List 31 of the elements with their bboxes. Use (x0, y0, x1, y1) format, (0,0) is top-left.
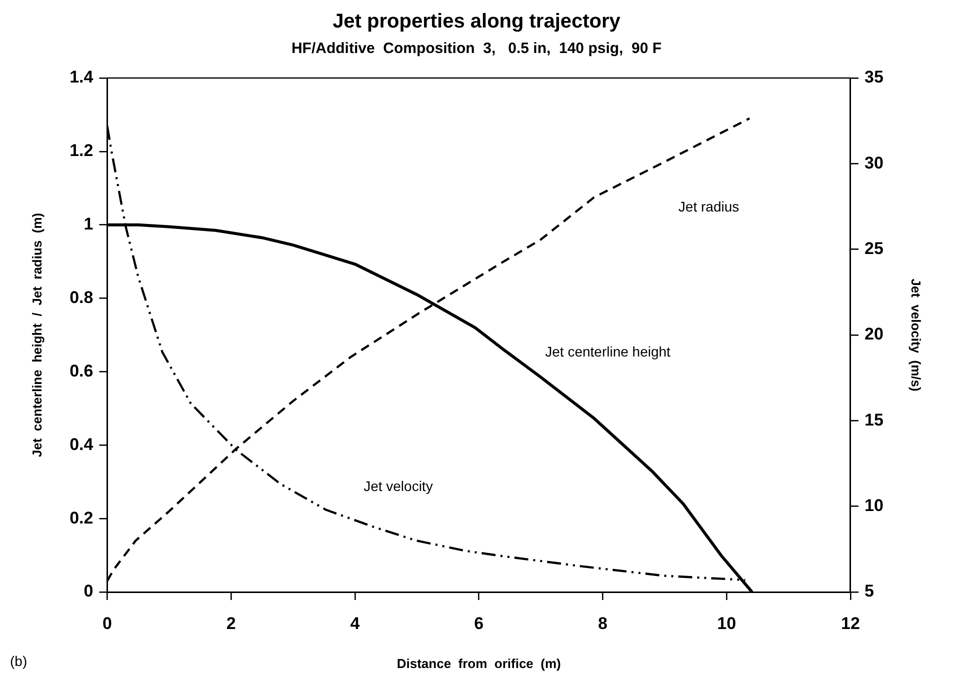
y-tick-label: 1.2 (70, 141, 94, 160)
x-tick-label: 0 (102, 614, 112, 633)
series-label: Jet velocity (364, 478, 433, 494)
x-axis-title: Distance from orifice (m) (396, 656, 561, 671)
y-tick-label: 0.8 (70, 288, 94, 307)
y2-tick-label: 35 (864, 68, 884, 87)
y-axis-title: Jet centerline height / Jet radius (m) (29, 212, 44, 458)
y2-tick-label: 25 (864, 239, 884, 258)
x-tick-label: 8 (598, 614, 608, 633)
y2-tick-label: 10 (864, 496, 884, 516)
y2-tick-label: 15 (864, 410, 884, 430)
chart-title: Jet properties along trajectory (332, 10, 622, 33)
text: (b) (10, 653, 28, 669)
x-tick-label: 6 (474, 614, 484, 633)
x-tick-label: 12 (841, 614, 860, 633)
text: Jet radius (678, 198, 740, 214)
y-tick-label: 0.4 (70, 434, 94, 454)
y2-tick-label: 20 (864, 324, 884, 344)
chart-subtitle: HF/Additive Composition 3, 0.5 in, 140 psig, 90 F (291, 40, 662, 58)
series-label: Jet centerline height (545, 344, 671, 360)
y2-tick-label: 30 (864, 153, 884, 172)
y2-tick-label: 5 (864, 582, 874, 601)
y-tick-label: 0.2 (70, 508, 94, 528)
x-tick-label: 2 (226, 614, 236, 633)
y-tick-label: 1 (84, 214, 94, 234)
x-tick-label: 10 (717, 614, 736, 633)
x-tick-label: 4 (350, 614, 360, 633)
y-tick-label: 0.6 (70, 361, 94, 380)
y2-axis-title: Jet velocity (m/s) (908, 278, 924, 392)
y-tick-label: 0 (84, 582, 94, 601)
y-tick-label: 1.4 (70, 68, 94, 87)
